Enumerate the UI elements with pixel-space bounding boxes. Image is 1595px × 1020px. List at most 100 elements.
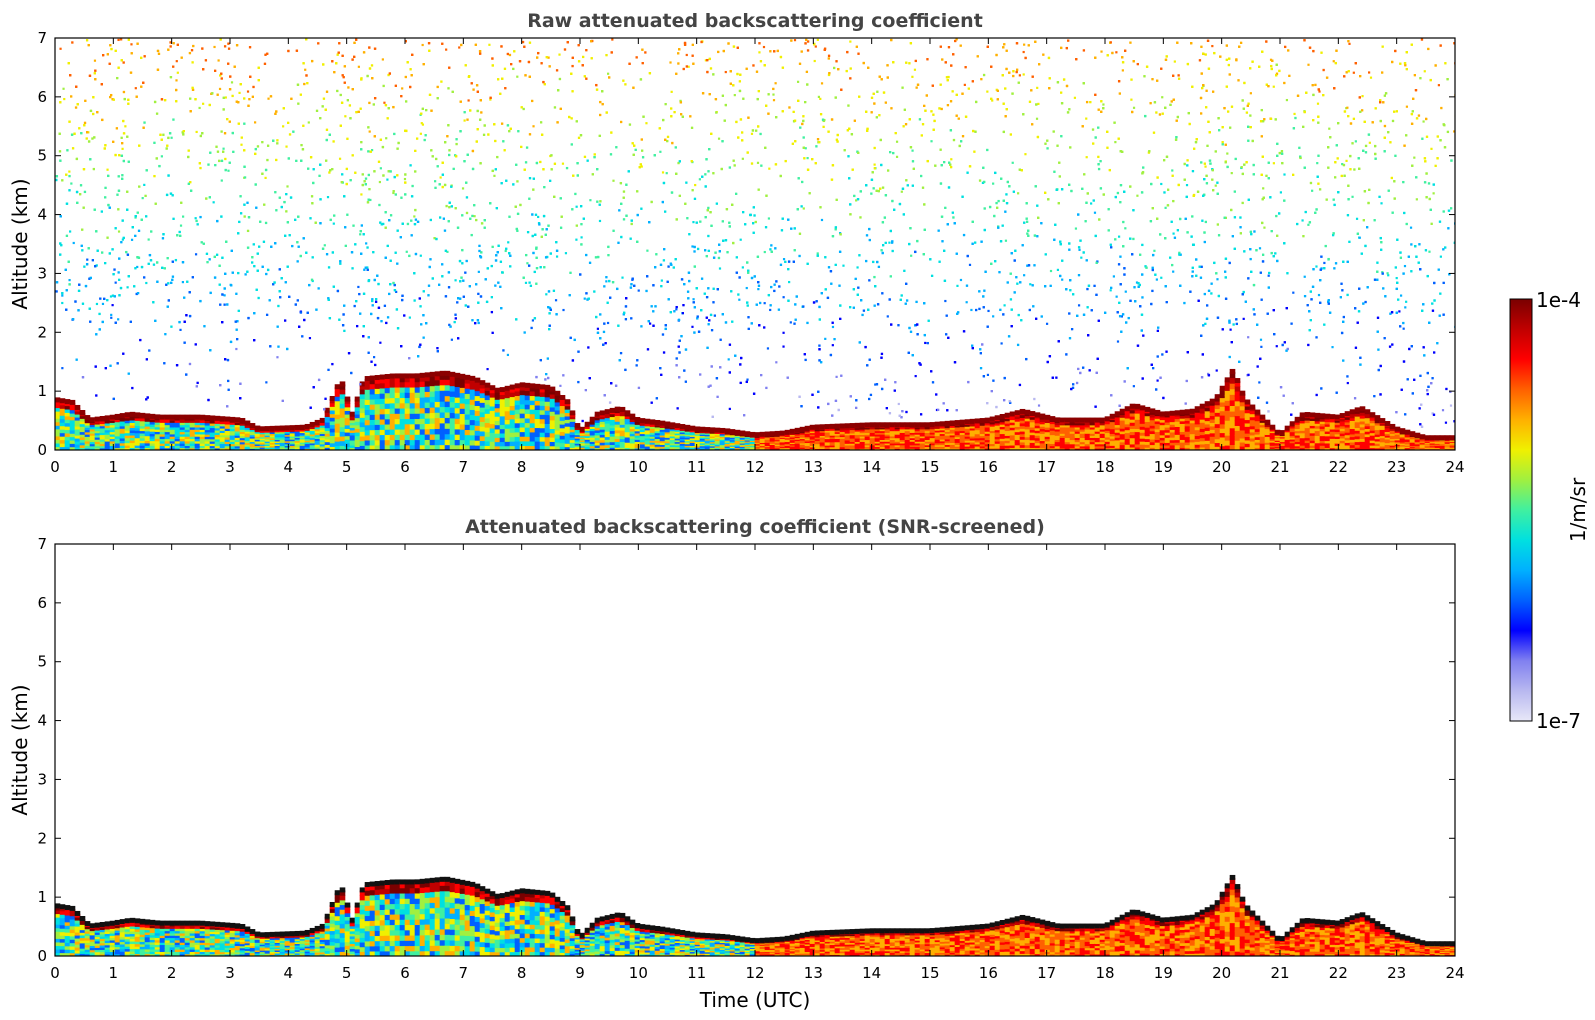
heatmap-cell xyxy=(304,445,311,448)
heatmap-cell xyxy=(1449,441,1455,444)
heatmap-cell xyxy=(74,410,81,415)
heatmap-cell xyxy=(1379,429,1386,432)
heatmap-cell xyxy=(1169,429,1176,433)
heatmap-cell xyxy=(229,447,236,450)
heatmap-cell xyxy=(1219,415,1226,420)
heatmap-cell xyxy=(584,433,591,437)
heatmap-cell xyxy=(1109,289,1112,292)
heatmap-cell xyxy=(399,413,406,420)
layer-top-band xyxy=(869,422,876,428)
heatmap-cell xyxy=(1299,425,1306,429)
heatmap-cell xyxy=(274,436,281,439)
heatmap-cell xyxy=(879,432,886,435)
heatmap-cell xyxy=(854,431,861,434)
heatmap-cell xyxy=(444,379,451,386)
heatmap-cell xyxy=(764,437,771,440)
heatmap-cell xyxy=(309,435,316,439)
heatmap-cell xyxy=(1045,322,1049,325)
heatmap-cell xyxy=(604,414,611,419)
layer-top-band xyxy=(139,412,146,418)
heatmap-cell xyxy=(1324,428,1331,432)
heatmap-cell xyxy=(289,445,296,448)
heatmap-cell xyxy=(64,446,71,450)
heatmap-cell xyxy=(269,442,276,445)
heatmap-cell xyxy=(294,434,301,437)
heatmap-cell xyxy=(1399,437,1406,440)
layer-top-band xyxy=(154,414,161,420)
heatmap-cell xyxy=(214,429,221,433)
heatmap-cell xyxy=(259,442,266,445)
heatmap-cell xyxy=(873,163,876,166)
heatmap-cell xyxy=(119,445,126,449)
heatmap-cell xyxy=(959,442,966,445)
heatmap-cell xyxy=(744,439,751,442)
heatmap-cell xyxy=(1423,70,1426,73)
heatmap-cell xyxy=(459,387,466,394)
heatmap-cell xyxy=(799,438,806,441)
heatmap-cell xyxy=(699,447,706,450)
layer-top-band xyxy=(309,421,316,427)
heatmap-cell xyxy=(174,424,181,428)
heatmap-cell xyxy=(474,400,481,407)
heatmap-cell xyxy=(209,438,216,442)
heatmap-cell xyxy=(154,445,161,449)
heatmap-cell xyxy=(644,423,651,427)
layer-top-band xyxy=(584,421,591,427)
heatmap-cell xyxy=(1364,431,1371,435)
heatmap-cell xyxy=(419,439,426,446)
heatmap-cell xyxy=(909,442,916,446)
heatmap-cell xyxy=(1314,420,1321,424)
heatmap-cell xyxy=(1329,421,1336,425)
heatmap-cell xyxy=(1159,447,1166,450)
heatmap-cell xyxy=(494,428,501,434)
heatmap-cell xyxy=(469,378,476,385)
heatmap-cell xyxy=(939,433,946,436)
layer-top-band xyxy=(544,384,551,390)
heatmap-cell xyxy=(130,238,134,241)
heatmap-cell xyxy=(1249,422,1256,427)
heatmap-cell xyxy=(559,435,566,440)
heatmap-cell xyxy=(239,433,246,437)
heatmap-cell xyxy=(404,386,411,393)
layer-top-band xyxy=(1164,411,1171,417)
heatmap-cell xyxy=(534,422,541,429)
heatmap-cell xyxy=(1159,422,1166,426)
layer-top-band xyxy=(1369,412,1376,418)
heatmap-cell xyxy=(119,423,126,427)
heatmap-cell xyxy=(1014,436,1021,441)
heatmap-cell xyxy=(659,431,666,434)
heatmap-cell xyxy=(99,441,106,444)
heatmap-cell xyxy=(524,427,531,433)
heatmap-cell xyxy=(1364,433,1371,438)
heatmap-cell xyxy=(739,446,746,449)
heatmap-cell xyxy=(1429,443,1436,445)
heatmap-cell xyxy=(304,438,311,441)
heatmap-cell xyxy=(964,426,971,429)
heatmap-cell xyxy=(244,176,247,179)
heatmap-cell xyxy=(1329,433,1336,437)
heatmap-cell xyxy=(1064,445,1071,449)
heatmap-cell xyxy=(679,446,686,449)
heatmap-cell xyxy=(674,438,681,441)
heatmap-cell xyxy=(679,441,686,445)
heatmap-cell xyxy=(1009,437,1016,441)
heatmap-cell xyxy=(464,383,471,389)
heatmap-cell xyxy=(1094,445,1101,449)
heatmap-cell xyxy=(924,441,931,444)
layer-top-band xyxy=(104,415,111,421)
heatmap-cell xyxy=(149,440,156,444)
heatmap-cell xyxy=(869,435,876,439)
heatmap-cell xyxy=(694,436,701,439)
heatmap-cell xyxy=(1169,431,1176,436)
heatmap-cell xyxy=(1262,187,1265,190)
heatmap-cell xyxy=(174,440,181,444)
heatmap-cell xyxy=(399,402,406,409)
layer-top-band xyxy=(704,427,711,433)
heatmap-cell xyxy=(274,445,281,448)
heatmap-cell xyxy=(1294,424,1301,427)
heatmap-cell xyxy=(564,426,571,431)
layer-top-band xyxy=(1149,408,1156,414)
heatmap-cell xyxy=(386,178,389,181)
layer-top-band xyxy=(509,384,516,390)
heatmap-cell xyxy=(209,429,216,433)
